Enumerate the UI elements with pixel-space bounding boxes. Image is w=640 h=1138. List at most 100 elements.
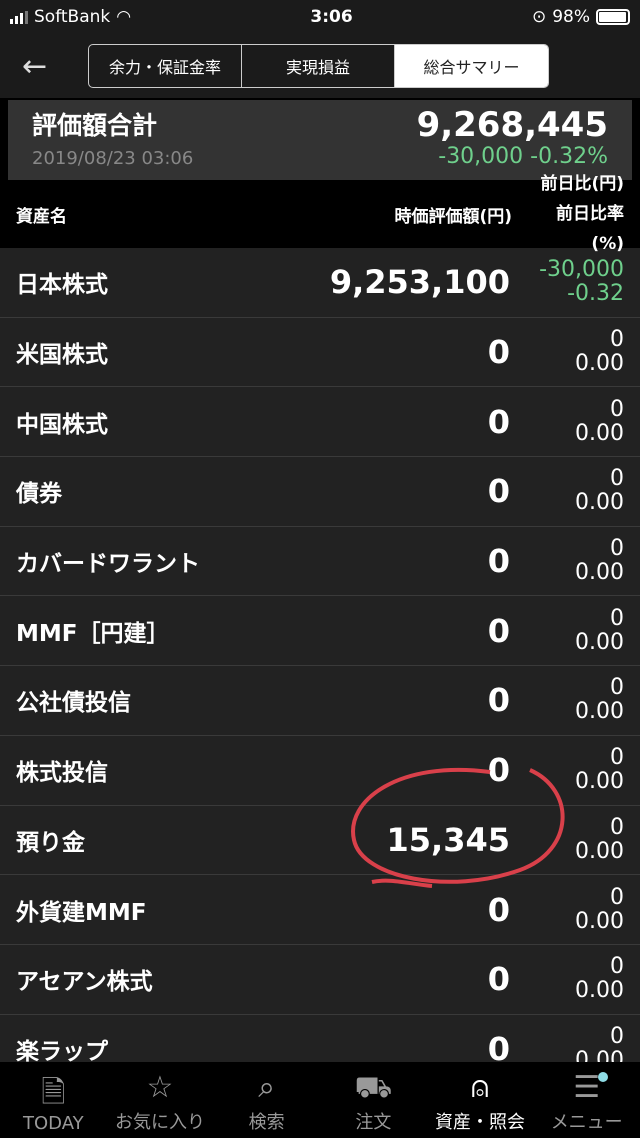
asset-row[interactable]: カバードワラント 0 0 0.00 <box>0 526 640 597</box>
asset-name: 楽ラップ <box>16 1038 108 1065</box>
asset-value: 0 <box>487 611 510 650</box>
search-icon: ⌕ <box>258 1070 276 1105</box>
asset-name: 預り金 <box>16 829 85 856</box>
total-summary: 評価額合計 2019/08/23 03:06 9,268,445 -30,000… <box>8 100 632 180</box>
tab-label: 検索 <box>248 1112 285 1133</box>
tab-summary[interactable]: 総合サマリー <box>395 45 548 87</box>
asset-value: 0 <box>487 333 510 372</box>
summary-date: 2019/08/23 03:06 <box>32 148 194 169</box>
asset-value: 0 <box>487 681 510 720</box>
notification-dot <box>598 1072 609 1082</box>
asset-row[interactable]: 株式投信 0 0 0.00 <box>0 735 640 806</box>
asset-change: 0 <box>610 605 624 631</box>
asset-change: 0 <box>610 396 624 422</box>
header-value: 時価評価額(円) <box>394 206 512 227</box>
asset-row[interactable]: 中国株式 0 0 0.00 <box>0 387 640 458</box>
asset-name: 公社債投信 <box>16 690 131 717</box>
tab-menu[interactable]: ☰ メニュー <box>533 1062 640 1138</box>
top-nav: ← 余力・保証金率 実現損益 総合サマリー <box>0 34 640 98</box>
asset-change: 0 <box>610 536 624 562</box>
asset-rate: 0.00 <box>575 490 624 516</box>
tab-today[interactable]: 🗎 TODAY <box>0 1062 107 1138</box>
tab-assets[interactable]: ⍝ 資産・照会 <box>427 1062 534 1138</box>
asset-change: 0 <box>610 1023 624 1049</box>
tab-search[interactable]: ⌕ 検索 <box>213 1062 320 1138</box>
asset-change: 0 <box>610 954 624 980</box>
asset-name: カバードワラント <box>16 551 200 578</box>
asset-rate: 0.00 <box>575 629 624 655</box>
asset-value: 0 <box>487 1029 510 1068</box>
asset-rate: 0.00 <box>575 699 624 725</box>
asset-change: -30,000 <box>539 257 624 283</box>
battery-icon <box>596 9 630 25</box>
asset-change: 0 <box>610 466 624 492</box>
document-icon: 🗎 <box>41 1075 66 1110</box>
asset-name: 日本株式 <box>16 272 108 299</box>
asset-name: 外貨建MMF <box>16 899 147 926</box>
header-name: 資産名 <box>16 206 67 227</box>
star-icon: ☆ <box>146 1070 174 1105</box>
asset-value: 0 <box>487 542 510 581</box>
tab-label: メニュー <box>550 1112 623 1133</box>
asset-rate: 0.00 <box>575 908 624 934</box>
asset-row[interactable]: MMF［円建］ 0 0 0.00 <box>0 596 640 667</box>
tab-favorites[interactable]: ☆ お気に入り <box>107 1062 214 1138</box>
asset-value: 0 <box>487 472 510 511</box>
back-arrow-icon[interactable]: ← <box>22 48 48 84</box>
carrier: SoftBank <box>34 7 111 27</box>
battery-percent: 98% <box>552 7 590 27</box>
asset-value: 0 <box>487 890 510 929</box>
asset-rate: 0.00 <box>575 420 624 446</box>
asset-row[interactable]: 債券 0 0 0.00 <box>0 457 640 527</box>
asset-change: 0 <box>610 327 624 353</box>
asset-name: 債券 <box>16 481 62 508</box>
signal-icon <box>10 10 28 24</box>
asset-row[interactable]: 外貨建MMF 0 0 0.00 <box>0 875 640 945</box>
clock: 3:06 <box>310 7 353 27</box>
asset-row[interactable]: 預り金 15,345 0 0.00 <box>0 805 640 876</box>
asset-value: 0 <box>487 751 510 790</box>
total-value: 9,268,445 <box>416 105 608 145</box>
person-icon: ⍝ <box>471 1070 490 1105</box>
asset-row[interactable]: 日本株式 9,253,100 -30,000 -0.32 <box>0 248 640 318</box>
tab-margin[interactable]: 余力・保証金率 <box>89 45 242 87</box>
tab-realized-pl[interactable]: 実現損益 <box>242 45 395 87</box>
asset-value: 0 <box>487 960 510 999</box>
asset-list: 日本株式 9,253,100 -30,000 -0.32 米国株式 0 0 0.00 中国株式 0… <box>0 248 640 1085</box>
asset-value: 9,253,100 <box>329 263 510 302</box>
rotation-lock-icon: ⊙ <box>531 7 547 27</box>
asset-change: 0 <box>610 884 624 910</box>
asset-value: 0 <box>487 402 510 441</box>
summary-title: 評価額合計 <box>32 111 158 140</box>
asset-name: MMF［円建］ <box>16 620 170 647</box>
table-header: 資産名 時価評価額(円) 前日比(円) 前日比率(%) <box>0 174 640 254</box>
menu-icon: ☰ <box>573 1068 609 1108</box>
bottom-tab-bar: 🗎 TODAY ☆ お気に入り ⌕ 検索 ⛟ 注文 ⍝ 資産・照会 ☰ メニュー <box>0 1062 640 1138</box>
asset-rate: 0.00 <box>575 560 624 586</box>
asset-row[interactable]: 米国株式 0 0 0.00 <box>0 317 640 388</box>
cart-icon: ⛟ <box>354 1070 393 1105</box>
asset-name: アセアン株式 <box>16 969 153 996</box>
asset-value: 15,345 <box>386 820 510 859</box>
asset-change: 0 <box>610 814 624 840</box>
status-bar: SoftBank ◠ 3:06 ⊙ 98% <box>0 0 640 34</box>
tab-order[interactable]: ⛟ 注文 <box>320 1062 427 1138</box>
asset-change: 0 <box>610 745 624 771</box>
tab-label: お気に入り <box>115 1112 205 1133</box>
asset-name: 米国株式 <box>16 342 108 369</box>
wifi-icon: ◠ <box>116 7 132 27</box>
asset-name: 中国株式 <box>16 411 108 438</box>
header-change: 前日比(円) <box>540 174 624 194</box>
asset-row[interactable]: 公社債投信 0 0 0.00 <box>0 666 640 736</box>
tab-label: 資産・照会 <box>435 1112 526 1133</box>
asset-rate: 0.00 <box>575 769 624 795</box>
segment-control: 余力・保証金率 実現損益 総合サマリー <box>88 44 549 88</box>
asset-rate: 0.00 <box>575 978 624 1004</box>
asset-rate: 0.00 <box>575 838 624 864</box>
total-change: -30,000 -0.32% <box>438 144 608 169</box>
asset-rate: -0.32 <box>567 281 624 307</box>
asset-row[interactable]: アセアン株式 0 0 0.00 <box>0 944 640 1015</box>
asset-name: 株式投信 <box>16 760 108 787</box>
asset-change: 0 <box>610 675 624 701</box>
header-rate: 前日比率(%) <box>556 204 624 254</box>
